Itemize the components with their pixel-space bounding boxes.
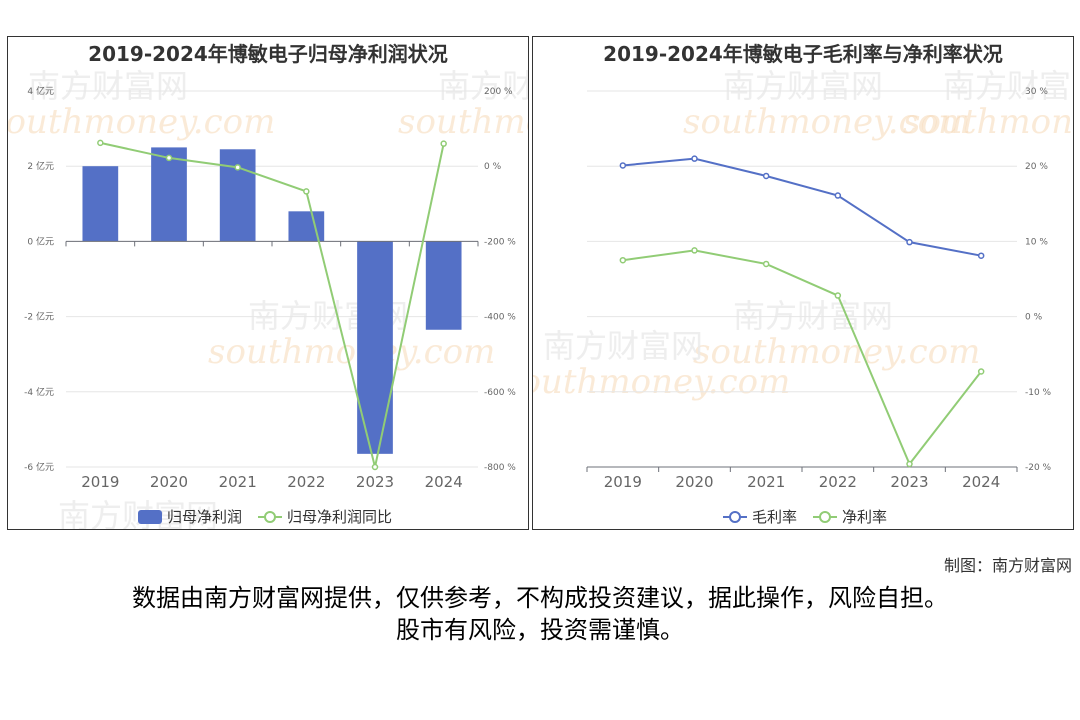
y-right-tick-label: -20 % (1025, 463, 1052, 473)
margin-chart: 南方财富网southmoney.com南方财富网southmoney.com南方… (533, 42, 1073, 526)
y-right-tick-label: 10 % (1025, 237, 1048, 247)
point-net-margin-2020 (691, 247, 698, 254)
series-line-net-margin (622, 249, 982, 466)
watermark-cn: 南方财富网 (28, 67, 188, 105)
point-net-margin-2021 (762, 260, 770, 268)
disclaimer-line-1: 数据由南方财富网提供，仅供参考，不构成投资建议，据此操作，风险自担。 (132, 584, 948, 612)
bar-2023 (357, 241, 393, 454)
chart-panel-margins: 南方财富网southmoney.com南方财富网southmoney.com南方… (532, 36, 1074, 530)
legend-label-gross-margin: 毛利率 (752, 508, 797, 526)
y-right-tick-label: 0 % (1025, 313, 1043, 323)
x-tick-label: 2019 (81, 473, 119, 491)
point-net-margin-2023 (906, 460, 913, 468)
x-tick-label: 2020 (150, 473, 188, 491)
x-tick-label: 2020 (675, 473, 713, 491)
y-left-tick-label: -6 亿元 (24, 461, 54, 473)
x-tick-label: 2024 (425, 473, 463, 491)
chart-credit: 制图：南方财富网 (943, 556, 1072, 575)
y-left-tick-label: -4 亿元 (24, 386, 54, 398)
watermark-cn: 南方财富网 (733, 297, 893, 335)
legend-label-net-margin: 净利率 (842, 508, 887, 526)
y-right-tick-label: 200 % (484, 87, 513, 97)
y-right-tick-label: 30 % (1025, 87, 1048, 97)
x-tick-label: 2019 (604, 473, 642, 491)
point-gross-margin-2022 (834, 192, 842, 199)
bar-2020 (151, 147, 187, 242)
point-yoy-2022 (303, 188, 310, 195)
watermark-en: southmoney.com (398, 102, 528, 142)
y-right-tick-label: 0 % (484, 162, 502, 172)
legend-marker-gross-margin (729, 511, 741, 523)
bar-2021 (219, 149, 256, 242)
legend-marker-yoy (264, 511, 276, 523)
legend-marker-net-margin (819, 511, 831, 523)
chart-title: 2019-2024年博敏电子毛利率与净利率状况 (603, 42, 1003, 66)
y-right-tick-label: -200 % (484, 237, 516, 247)
point-gross-margin-2023 (906, 238, 913, 246)
x-tick-label: 2021 (219, 473, 257, 491)
legend-swatch-net-profit (138, 510, 162, 524)
y-left-tick-label: -2 亿元 (24, 311, 54, 323)
chart-panel-net-profit: 南方财富网southmoney.com南方财富网southmoney.com南方… (7, 36, 529, 530)
watermark-en: southmoney.com (693, 332, 980, 372)
x-tick-label: 2023 (890, 473, 928, 491)
disclaimer: 数据由南方财富网提供，仅供参考，不构成投资建议，据此操作，风险自担。 股市有风险… (0, 582, 1080, 646)
x-tick-label: 2024 (962, 473, 1000, 491)
point-gross-margin-2021 (762, 172, 770, 180)
point-net-margin-2024 (977, 368, 985, 375)
point-net-margin-2022 (834, 292, 842, 299)
y-left-tick-label: 0 亿元 (27, 235, 54, 247)
point-yoy-2023 (371, 463, 379, 471)
y-right-tick-label: -400 % (484, 313, 516, 323)
y-right-tick-label: -600 % (484, 388, 516, 398)
x-tick-label: 2023 (356, 473, 394, 491)
watermark-cn: 南方财富网 (543, 327, 703, 365)
point-yoy-2019 (97, 139, 104, 147)
point-gross-margin-2019 (619, 162, 627, 169)
point-yoy-2021 (234, 164, 241, 171)
disclaimer-line-2: 股市有风险，投资需谨慎。 (396, 616, 684, 644)
watermark-cn: 南方财富网 (943, 67, 1073, 105)
bar-2022 (288, 211, 325, 242)
watermark-cn: 南方财富网 (438, 67, 528, 105)
chart-title: 2019-2024年博敏电子归母净利润状况 (88, 42, 448, 66)
y-left-tick-label: 2 亿元 (27, 160, 54, 172)
point-gross-margin-2024 (977, 252, 985, 259)
y-right-tick-label: -10 % (1025, 388, 1052, 398)
legend-label-net-profit: 归母净利润 (167, 508, 242, 526)
watermark-en: southmoney.com (683, 102, 970, 142)
net-profit-chart: 南方财富网southmoney.com南方财富网southmoney.com南方… (8, 42, 528, 529)
series-line-yoy (100, 141, 445, 468)
point-yoy-2020 (165, 154, 173, 162)
x-tick-label: 2022 (287, 473, 325, 491)
x-tick-label: 2022 (819, 473, 857, 491)
legend-label-yoy: 归母净利润同比 (287, 508, 392, 526)
y-right-tick-label: 20 % (1025, 162, 1048, 172)
watermark-cn: 南方财富网 (723, 67, 883, 105)
bar-2024 (425, 241, 462, 330)
y-right-tick-label: -800 % (484, 463, 516, 473)
x-tick-label: 2021 (747, 473, 785, 491)
y-left-tick-label: 4 亿元 (27, 85, 54, 97)
series-line-gross-margin (622, 157, 982, 257)
watermark-en: southmoney.com (8, 102, 275, 142)
point-net-margin-2019 (619, 256, 627, 264)
watermark-en: southmoney.com (903, 102, 1073, 142)
watermark-en: southmoney.com (533, 362, 790, 402)
bar-2019 (82, 166, 119, 242)
watermark-en: southmoney.com (208, 332, 495, 372)
point-gross-margin-2020 (691, 155, 698, 162)
point-yoy-2024 (440, 140, 447, 147)
